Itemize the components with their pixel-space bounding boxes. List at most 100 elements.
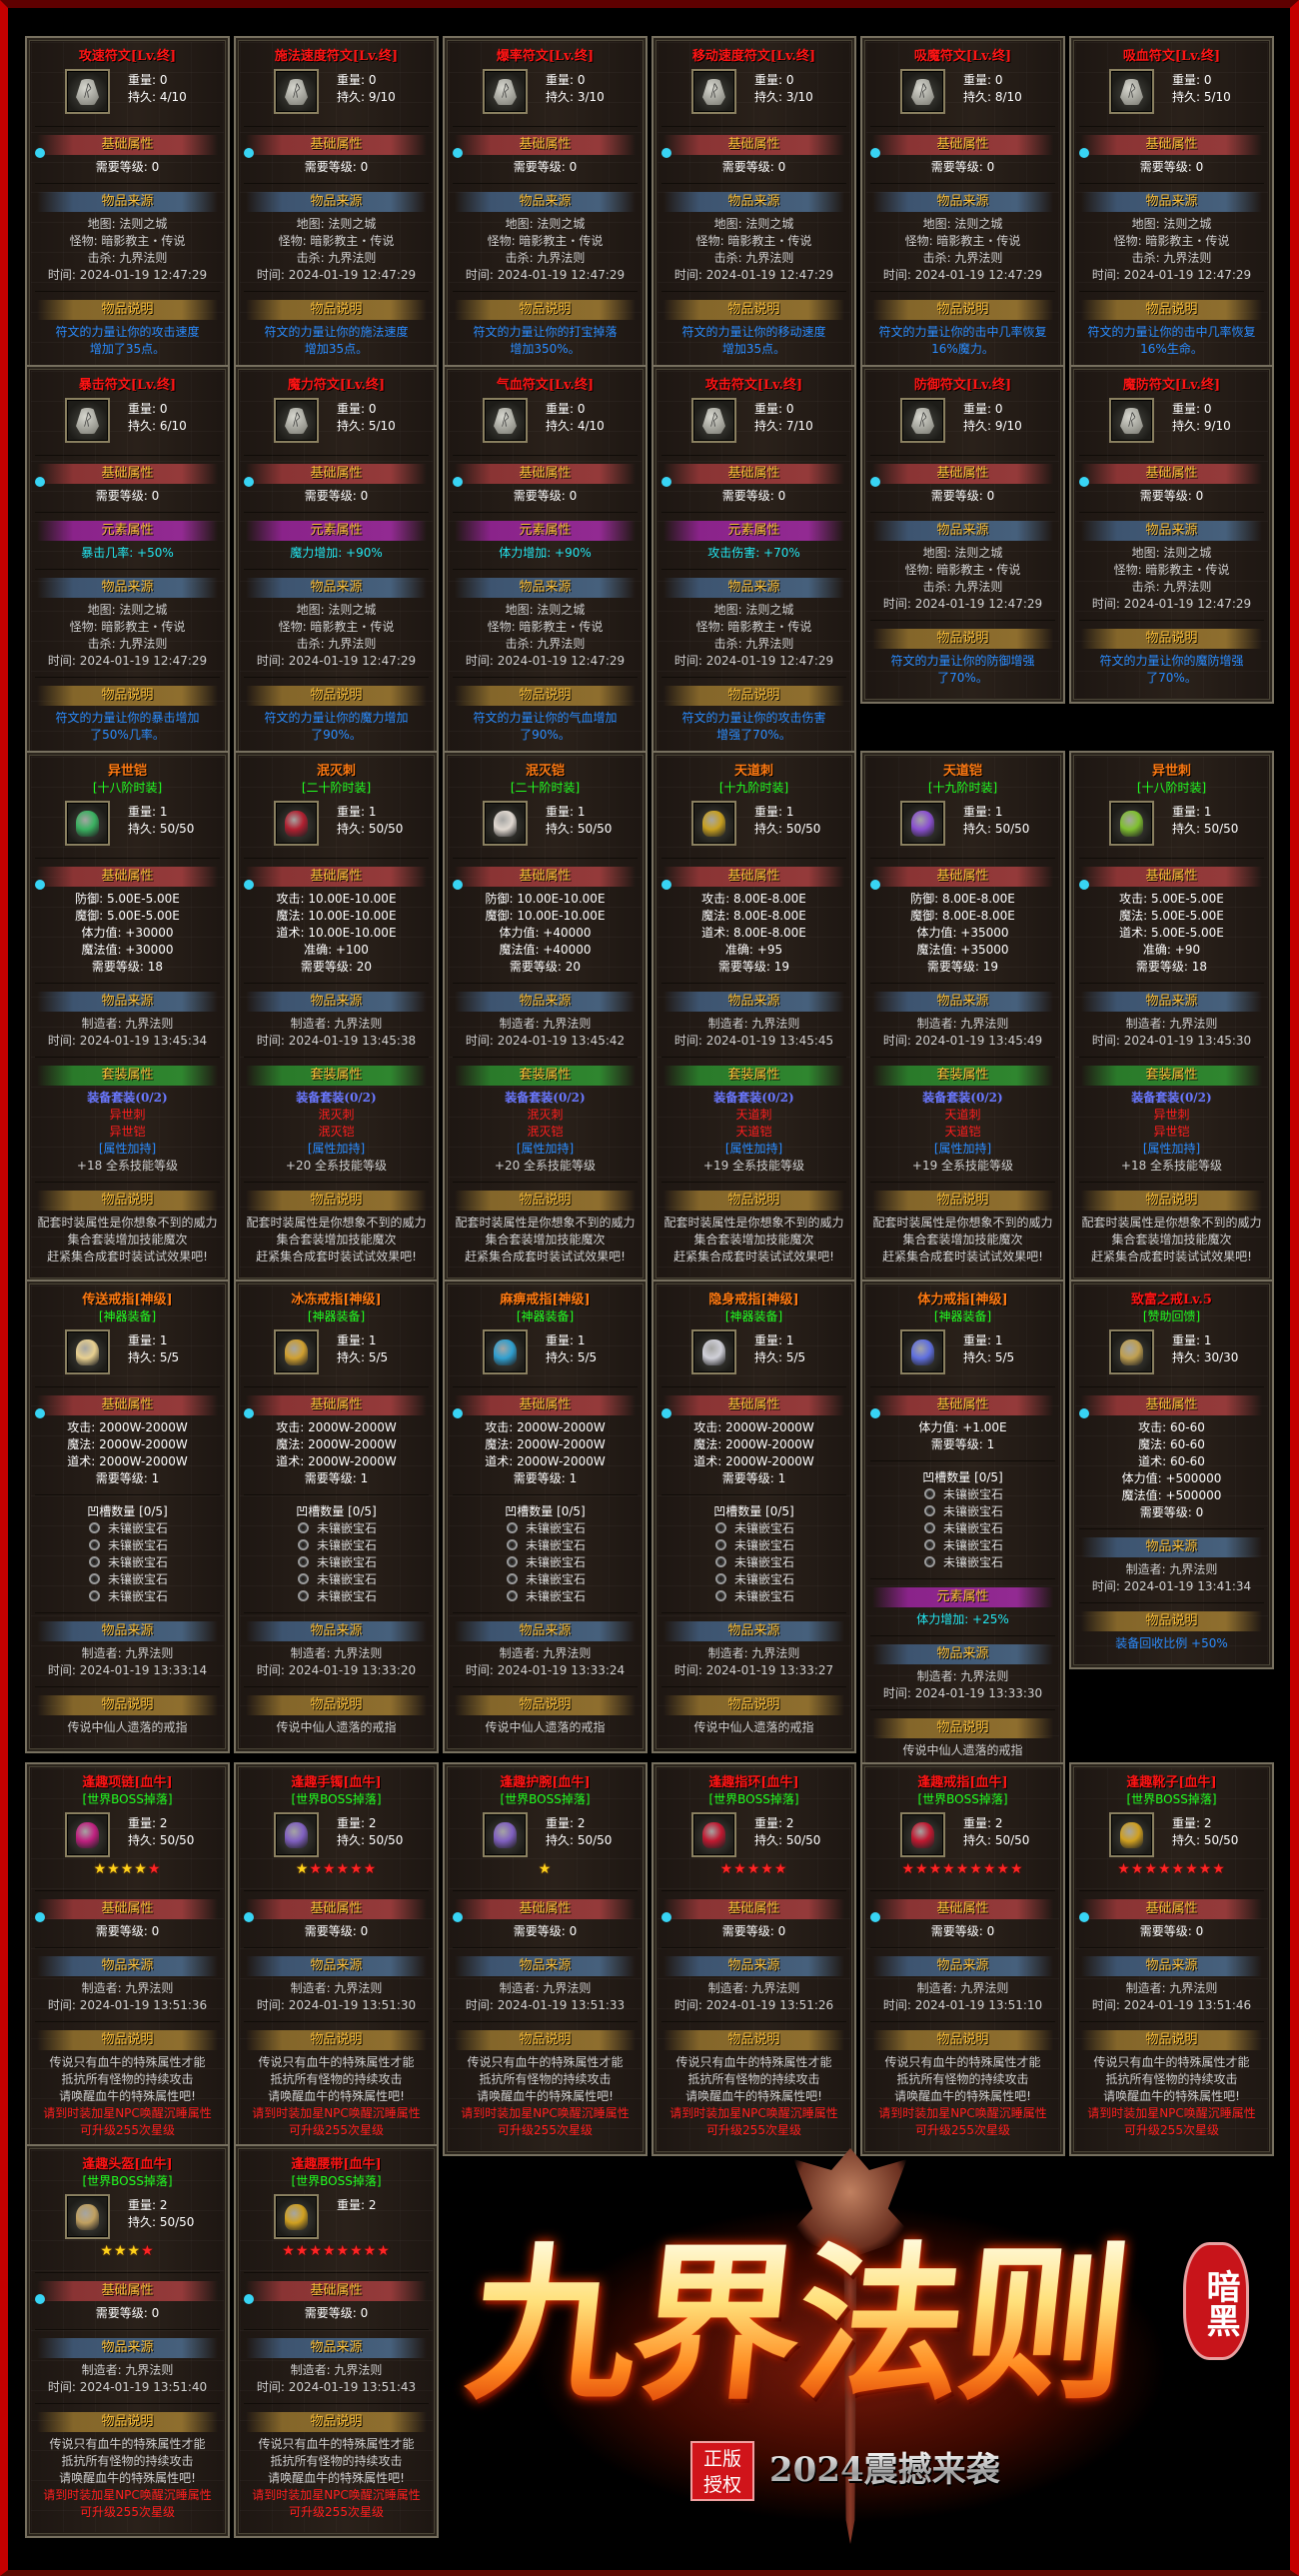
attribute-line: 时间: 2024-01-19 12:47:29	[256, 654, 417, 668]
item-tooltip[interactable]: 致富之戒Lv.5 [赞助回馈] 重量: 1 持久: 30/30 基础属性 攻击: 60-6…	[1069, 1280, 1274, 1669]
item-header: 重量: 2 持久: 50/50	[1071, 1812, 1272, 1857]
section-basic: 基础属性 攻击: 60-60 魔法: 60-60 道术: 60-60 体力值: +500…	[1071, 1395, 1272, 1528]
item-tooltip[interactable]: 泯灭铠 [二十阶时装] 重量: 1 持久: 50/50 基础属性 防御: 10.00E-1…	[443, 751, 648, 1283]
gold-star-icon: ★	[134, 1861, 148, 1877]
red-star-icon: ★	[377, 2243, 391, 2259]
attribute-line: 准确: +90	[1142, 943, 1201, 957]
item-tooltip[interactable]: 逢趣指环[血牛] [世界BOSS掉落] 重量: 2 持久: 50/50 ★★★★★ 基础属…	[651, 1762, 856, 2156]
attribute-line: 地图: 法则之城	[1131, 546, 1212, 560]
item-header: 重量: 0 持久: 3/10	[653, 69, 854, 114]
divider	[661, 291, 846, 292]
item-tooltip[interactable]: 隐身戒指[神级] [神器装备] 重量: 1 持久: 5/5 基础属性 攻击: 2000W-…	[651, 1280, 856, 1753]
section-header-basic: 基础属性	[37, 1395, 218, 1415]
item-tooltip[interactable]: 逢趣靴子[血牛] [世界BOSS掉落] 重量: 2 持久: 50/50 ★★★★★★★★…	[1069, 1762, 1274, 2156]
divider	[35, 1057, 220, 1058]
section-source: 物品来源 地图: 法则之城 怪物: 暗影教主・传说 击杀: 九界法则 时间: 2024-…	[653, 569, 854, 677]
rune-stone-icon	[1109, 398, 1154, 443]
item-weight-durability: 重量: 1 持久: 5/5	[337, 1332, 388, 1366]
item-durability: 持久: 5/5	[546, 1350, 598, 1364]
red-star-icon: ★	[1009, 1861, 1024, 1877]
item-title: 麻痹戒指[神级]	[500, 1292, 591, 1307]
socket-gem-icon	[89, 1573, 100, 1584]
attribute-line: 时间: 2024-01-19 13:51:26	[673, 1998, 834, 2012]
section-desc: 物品说明 传说中仙人遗落的戒指	[445, 1686, 646, 1743]
attribute-line: 抵抗所有怪物的持续攻击	[687, 2072, 820, 2086]
item-category: [世界BOSS掉落]	[708, 1792, 799, 1806]
status-dot-icon	[870, 477, 880, 487]
section-header-source: 物品来源	[663, 578, 844, 598]
item-tooltip[interactable]: 逢趣腰带[血牛] [世界BOSS掉落] 重量: 2 ★★★★★★★★ 基础属性 需要等级:…	[234, 2144, 439, 2538]
attribute-line: 体力值: +40000	[499, 926, 592, 940]
item-tooltip[interactable]: 逢趣护腕[血牛] [世界BOSS掉落] 重量: 2 持久: 50/50 ★ 基础属性 需要等…	[443, 1762, 648, 2156]
item-tooltip[interactable]: 冰冻戒指[神级] [神器装备] 重量: 1 持久: 5/5 基础属性 攻击: 2000W-…	[234, 1280, 439, 1753]
red-blade-icon	[274, 801, 319, 846]
attribute-line: 制造者: 九界法则	[290, 1646, 383, 1660]
item-tooltip[interactable]: 天道铠 [十九阶时装] 重量: 1 持久: 50/50 基础属性 防御: 8.00E-8.…	[860, 751, 1065, 1283]
divider	[244, 677, 429, 678]
attribute-line: 请唤醒血牛的特殊属性吧!	[685, 2089, 822, 2103]
section-set: 套装属性 装备套装(0/2) 异世刺 异世铠 [属性加持] +18 全系技能等级	[27, 1057, 228, 1182]
item-tooltip[interactable]: 异世铠 [十八阶时装] 重量: 1 持久: 50/50 基础属性 防御: 5.00E-5.…	[25, 751, 230, 1283]
item-tooltip[interactable]: 异世刺 [十八阶时装] 重量: 1 持久: 50/50 基础属性 攻击: 5.00E-5.…	[1069, 751, 1274, 1283]
item-category: [世界BOSS掉落]	[291, 1792, 382, 1806]
socket-gem-icon	[89, 1539, 100, 1550]
item-tooltip[interactable]: 麻痹戒指[神级] [神器装备] 重量: 1 持久: 5/5 基础属性 攻击: 2000W-…	[443, 1280, 648, 1753]
section-header-source: 物品来源	[1081, 1537, 1262, 1557]
divider	[661, 512, 846, 513]
red-star-icon: ★	[915, 1861, 929, 1877]
divider	[453, 455, 638, 456]
attribute-line: 可升级255次星级	[498, 2123, 593, 2137]
attribute-line: 时间: 2024-01-19 12:47:29	[465, 654, 626, 668]
attribute-line: 制造者: 九界法则	[707, 1017, 800, 1031]
section-header-desc: 物品说明	[663, 686, 844, 706]
item-tooltip[interactable]: 体力戒指[神级] [神器装备] 重量: 1 持久: 5/5 基础属性 体力值: +1.00…	[860, 1280, 1065, 1776]
item-title: 魔力符文[Lv.终]	[287, 378, 386, 393]
section-basic: 基础属性 防御: 5.00E-5.00E 魔御: 5.00E-5.00E 体力值: +…	[27, 867, 228, 983]
attribute-line: 道术: 2000W-2000W	[693, 1454, 814, 1468]
item-tooltip[interactable]: 天道刺 [十九阶时装] 重量: 1 持久: 50/50 基础属性 攻击: 8.00E-8.…	[651, 751, 856, 1283]
item-tooltip[interactable]: 泯灭刺 [二十阶时装] 重量: 1 持久: 50/50 基础属性 攻击: 10.00E-1…	[234, 751, 439, 1283]
attribute-line: 装备套装(0/2)	[87, 1091, 168, 1105]
item-tooltip[interactable]: 逢趣头盔[血牛] [世界BOSS掉落] 重量: 2 持久: 50/50 ★★★★ 基础属性…	[25, 2144, 230, 2538]
attribute-line: 需要等级: 0	[930, 489, 995, 503]
attribute-line: 请到时装加星NPC唤醒沉睡属性	[669, 2106, 838, 2120]
attribute-line: 体力增加: +90%	[499, 546, 592, 560]
empty-socket: 未镶嵌宝石	[862, 1486, 1063, 1503]
attribute-line: 请到时装加星NPC唤醒沉睡属性	[252, 2106, 421, 2120]
section-basic: 基础属性 攻击: 10.00E-10.00E 魔法: 10.00E-10.00E 道术…	[236, 867, 437, 983]
item-tooltip[interactable]: 逢趣项链[血牛] [世界BOSS掉落] 重量: 2 持久: 50/50 ★★★★★ 基础属…	[25, 1762, 230, 2156]
item-weight-durability: 重量: 2 持久: 50/50	[963, 1815, 1029, 1849]
attribute-line: 怪物: 暗影教主・传说	[278, 234, 395, 248]
item-tooltip[interactable]: 逢趣戒指[血牛] [世界BOSS掉落] 重量: 2 持久: 50/50 ★★★★★★★★…	[860, 1762, 1065, 2156]
socket-gem-icon	[298, 1573, 309, 1584]
attribute-line: 时间: 2024-01-19 12:47:29	[465, 268, 626, 282]
status-dot-icon	[453, 880, 463, 890]
section-header-basic: 基础属性	[455, 1899, 636, 1919]
attribute-line: 击杀: 九界法则	[87, 637, 168, 651]
section-header-basic: 基础属性	[455, 1395, 636, 1415]
attribute-line: 天道刺	[944, 1108, 981, 1122]
socket-label: 未镶嵌宝石	[734, 1521, 795, 1535]
attribute-line: 传说中仙人遗落的戒指	[693, 1720, 814, 1734]
item-weight: 重量: 2	[963, 1816, 1003, 1830]
gold-emerald-ring-icon	[274, 1329, 319, 1374]
attribute-line: 需要等级: 1	[930, 1437, 995, 1451]
rune-stone-icon	[274, 69, 319, 114]
item-tooltip[interactable]: 逢趣手镯[血牛] [世界BOSS掉落] 重量: 2 持久: 50/50 ★★★★★★ 基础…	[234, 1762, 439, 2156]
attribute-line: 地图: 法则之城	[713, 603, 794, 617]
socket-gem-icon	[715, 1522, 726, 1533]
item-durability: 持久: 50/50	[128, 822, 195, 836]
item-tooltip[interactable]: 传送戒指[神级] [神器装备] 重量: 1 持久: 5/5 基础属性 攻击: 2000W-…	[25, 1280, 230, 1753]
